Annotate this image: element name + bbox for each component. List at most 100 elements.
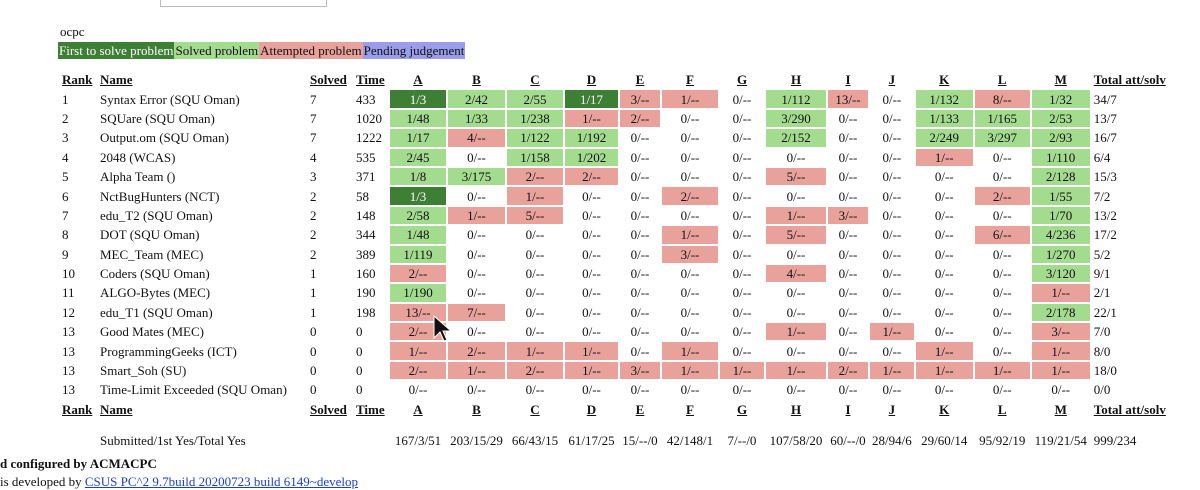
problem-cell: 3/175 (448, 167, 505, 186)
problem-cell: 0/-- (732, 246, 752, 262)
column-header[interactable]: H (790, 72, 802, 88)
time-cell: 160 (356, 266, 376, 282)
total-cell: 13/2 (1093, 207, 1117, 223)
problem-cell: 0/-- (680, 169, 700, 185)
column-header[interactable]: D (586, 72, 597, 88)
rank-cell: 13 (62, 382, 75, 398)
column-header[interactable]: M (1054, 401, 1067, 417)
problem-cell: 0/-- (992, 149, 1012, 165)
problem-cell: 3/-- (1031, 323, 1090, 341)
column-header[interactable]: B (472, 72, 481, 88)
problem-cell: 1/3 (390, 90, 446, 108)
problem-cell: 2/53 (1031, 109, 1090, 128)
spacer (60, 420, 96, 449)
problem-cell: 0/-- (786, 149, 806, 165)
problem-cell: 0/-- (992, 246, 1012, 262)
column-header[interactable]: K (939, 401, 950, 417)
problem-cell: 0/-- (732, 188, 752, 204)
column-header[interactable]: I (845, 72, 851, 88)
name-cell: Coders (SQU Oman) (100, 266, 210, 282)
time-cell: 389 (356, 246, 376, 262)
solved-cell: 0 (310, 343, 317, 359)
column-header[interactable]: F (686, 72, 694, 88)
contest-name: ocpc (60, 24, 85, 39)
rank-cell: 6 (62, 188, 69, 204)
problem-cell: 3/297 (974, 129, 1030, 147)
total-cell: 0/0 (1093, 382, 1111, 398)
column-header[interactable]: A (413, 72, 423, 88)
column-header[interactable]: Name (100, 72, 133, 88)
column-header[interactable]: I (845, 401, 851, 417)
problem-cell: 0/-- (680, 304, 700, 320)
problem-cell: 1/-- (507, 342, 563, 360)
column-header[interactable]: Time (356, 72, 385, 88)
problem-cell: 0/-- (630, 382, 650, 398)
problem-cell: 0/-- (680, 324, 700, 340)
rank-cell: 8 (62, 227, 69, 243)
problem-cell: 0/-- (992, 304, 1012, 320)
column-header[interactable]: Solved (310, 401, 347, 417)
problem-cell: 0/-- (934, 207, 954, 223)
summary-cell: 28/94/6 (872, 433, 912, 449)
solved-cell: 0 (310, 363, 317, 379)
solved-cell: 2 (310, 188, 317, 204)
column-header[interactable]: Rank (62, 72, 93, 88)
problem-cell: 0/-- (525, 266, 545, 282)
name-cell: SQUare (SQU Oman) (100, 110, 215, 126)
problem-cell: 0/-- (992, 324, 1012, 340)
column-header[interactable]: H (790, 401, 802, 417)
solved-cell: 2 (310, 227, 317, 243)
column-header[interactable]: C (530, 72, 540, 88)
column-header[interactable]: Name (100, 401, 133, 417)
column-header[interactable]: Rank (62, 401, 93, 417)
solved-cell: 7 (310, 91, 317, 107)
column-header[interactable]: Total att/solv (1093, 72, 1166, 88)
problem-cell: 0/-- (467, 285, 486, 301)
team-row: 4 2048 (WCAS) 4 535 2/45 0/-- 1/158 1/202 0/-- 0/… (60, 148, 1182, 166)
name-cell: MEC_Team (MEC) (100, 246, 204, 262)
column-header[interactable]: M (1054, 72, 1067, 88)
column-header[interactable]: Time (356, 401, 385, 417)
column-header[interactable]: G (736, 401, 748, 417)
column-header[interactable]: L (997, 401, 1007, 417)
problem-cell: 0/-- (838, 169, 858, 185)
summary-cell: 7/--/0 (727, 433, 757, 449)
column-header[interactable]: B (472, 401, 481, 417)
problem-cell: 0/-- (732, 285, 752, 301)
column-header[interactable]: E (635, 72, 645, 88)
problem-cell: 0/-- (732, 130, 752, 146)
problem-cell: 1/3 (390, 187, 446, 205)
problem-cell: 0/-- (882, 266, 902, 282)
column-header[interactable]: J (888, 401, 896, 417)
column-header[interactable]: Solved (310, 72, 347, 88)
input-box[interactable] (160, 0, 327, 7)
column-header[interactable]: K (939, 72, 950, 88)
column-header[interactable]: L (997, 72, 1007, 88)
column-header[interactable]: G (736, 72, 748, 88)
column-header[interactable]: Total att/solv (1093, 401, 1166, 417)
legend-item: Pending judgement (362, 42, 466, 59)
column-header[interactable]: E (635, 401, 645, 417)
problem-cell: 0/-- (467, 227, 486, 243)
summary-cell: 29/60/14 (921, 433, 968, 449)
solved-cell: 1 (310, 285, 317, 301)
name-cell: NctBugHunters (NCT) (100, 188, 220, 204)
column-header[interactable]: F (686, 401, 694, 417)
solved-cell: 7 (310, 110, 317, 126)
problem-cell: 1/-- (565, 361, 618, 380)
column-header[interactable]: D (586, 401, 597, 417)
problem-cell: 0/-- (882, 382, 902, 398)
problem-cell: 2/55 (507, 90, 563, 108)
problem-cell: 3/-- (620, 361, 660, 380)
column-header[interactable]: C (530, 401, 540, 417)
problem-cell: 3/-- (828, 206, 868, 225)
column-header[interactable]: A (413, 401, 423, 417)
problem-cell: 0/-- (992, 207, 1012, 223)
problem-cell: 8/-- (974, 90, 1030, 108)
column-header[interactable]: J (888, 72, 896, 88)
problem-cell: 1/122 (507, 129, 563, 147)
problem-cell: 0/-- (630, 169, 650, 185)
footer-link[interactable]: CSUS PC^2 9.7build 20200723 build 6149~d… (84, 474, 358, 489)
footer-text: is developed by (0, 474, 85, 489)
problem-cell: 0/-- (680, 207, 700, 223)
